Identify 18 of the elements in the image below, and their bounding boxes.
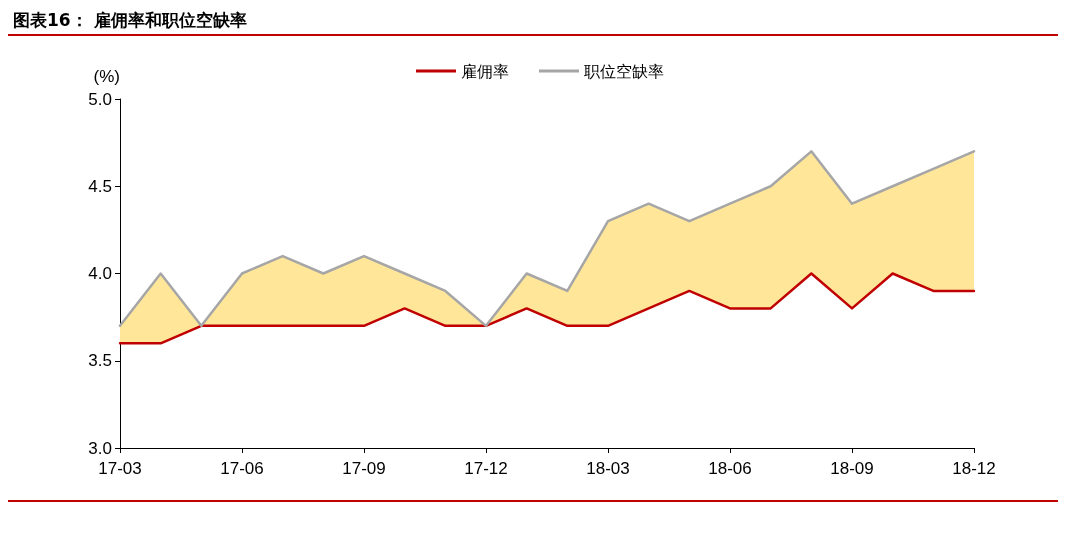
- x-tick-label: 18-03: [586, 459, 630, 478]
- x-tick-label: 18-12: [952, 459, 996, 478]
- legend-label: 雇佣率: [461, 62, 509, 80]
- x-tick-label: 18-09: [830, 459, 874, 478]
- x-tick-label: 17-06: [220, 459, 264, 478]
- x-tick-label: 18-06: [708, 459, 752, 478]
- x-tick-label: 17-12: [464, 459, 508, 478]
- line-series: [118, 272, 976, 345]
- y-tick-label: 3.0: [88, 438, 112, 458]
- x-tick-label: 17-09: [342, 459, 386, 478]
- x-tick-label: 17-03: [98, 459, 142, 478]
- legend-label: 职位空缺率: [584, 62, 664, 80]
- chart-title: 图表16： 雇佣率和职位空缺率: [13, 9, 247, 30]
- y-tick-label: 3.5: [88, 351, 112, 371]
- y-tick-label: 4.5: [88, 176, 112, 196]
- y-tick-label: 5.0: [88, 89, 112, 109]
- y-axis-title: (%): [93, 67, 120, 86]
- y-tick-label: 4.0: [88, 264, 112, 283]
